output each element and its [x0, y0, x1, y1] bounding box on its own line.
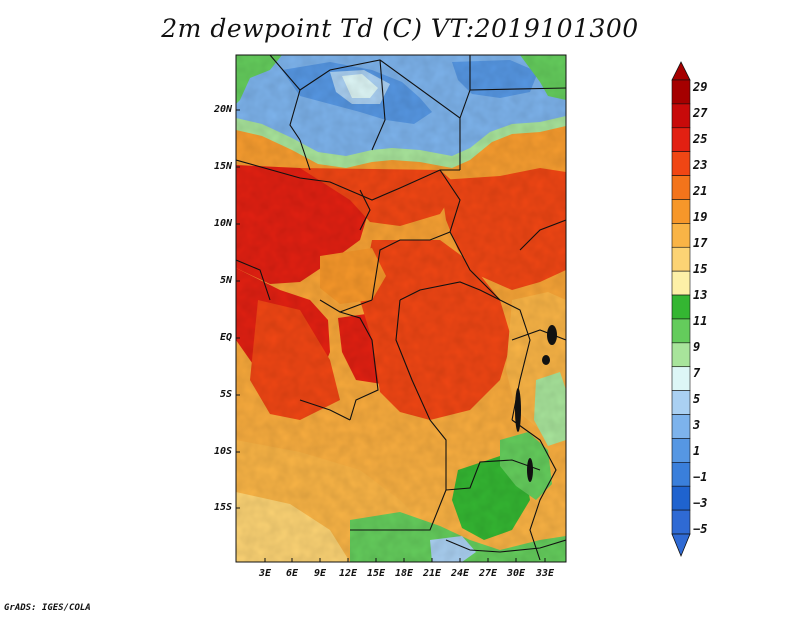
footer-credit: GrADS: IGES/COLA [4, 603, 91, 613]
colorbar-swatch [671, 103, 691, 129]
colorbar-label: 15 [693, 262, 708, 276]
colorbar-swatch [671, 127, 691, 152]
lon-label-27e: 27E [478, 568, 498, 579]
colorbar-swatch [671, 246, 691, 272]
lat-label-15s: 15S [213, 502, 232, 513]
colorbar-label: −1 [693, 470, 708, 484]
colorbar-swatches [671, 79, 691, 535]
lon-label-9e: 9E [313, 568, 327, 579]
colorbar-label: −5 [693, 522, 708, 536]
colorbar-swatch [671, 342, 691, 368]
colorbar-label: 19 [693, 210, 708, 224]
lon-label-30e: 30E [506, 568, 526, 579]
colorbar-label: 7 [693, 366, 701, 380]
lat-label-10s: 10S [213, 446, 232, 457]
lat-label-eq: EQ [219, 332, 232, 343]
lon-label-3e: 3E [258, 568, 272, 579]
colorbar-swatch [671, 462, 691, 487]
lon-label-12e: 12E [338, 568, 358, 579]
lon-label-6e: 6E [285, 568, 299, 579]
colorbar-max-arrow [671, 61, 691, 81]
lakes [515, 325, 557, 482]
colorbar-swatch [671, 151, 691, 176]
colorbar-swatch [671, 223, 691, 248]
colorbar-swatch [671, 509, 691, 535]
field-texture [236, 55, 566, 562]
colorbar-label: 13 [693, 288, 708, 302]
lon-label-24e: 24E [450, 568, 470, 579]
colorbar-label: 29 [693, 80, 708, 94]
lat-label-10n: 10N [213, 218, 232, 229]
colorbar-min-arrow [671, 533, 691, 558]
field-layer [236, 55, 566, 562]
colorbar-swatch [671, 485, 691, 511]
lon-label-15e: 15E [366, 568, 386, 579]
colorbar-swatch [671, 390, 691, 415]
colorbar-swatch [671, 318, 691, 344]
colorbar-swatch [671, 199, 691, 224]
colorbar-label: 1 [693, 444, 701, 458]
lon-label-21e: 21E [422, 568, 442, 579]
colorbar-label: 3 [693, 418, 701, 432]
colorbar-swatch [671, 175, 691, 200]
map-frame [235, 54, 567, 563]
colorbar-swatch [671, 366, 691, 391]
colorbar-swatch [671, 270, 691, 296]
colorbar-swatch [671, 414, 691, 439]
axis-ticks [236, 109, 546, 562]
lat-label-5n: 5N [219, 275, 232, 286]
country-borders [236, 55, 566, 561]
colorbar-swatch [671, 438, 691, 463]
lon-label-33e: 33E [535, 568, 555, 579]
colorbar [671, 61, 691, 558]
colorbar-label: 17 [693, 236, 708, 250]
map-title: 2m dewpoint Td (C) VT:2019101300 [161, 14, 639, 43]
lat-label-15n: 15N [213, 161, 232, 172]
colorbar-label: 11 [693, 314, 708, 328]
colorbar-label: 27 [693, 106, 708, 120]
colorbar-label: 5 [693, 392, 701, 406]
colorbar-label: 9 [693, 340, 701, 354]
colorbar-label: 21 [693, 184, 708, 198]
lat-label-20n: 20N [213, 104, 232, 115]
lat-label-5s: 5S [219, 389, 232, 400]
colorbar-swatch [671, 294, 691, 320]
colorbar-label: −3 [693, 496, 708, 510]
colorbar-label: 25 [693, 132, 708, 146]
colorbar-label: 23 [693, 158, 708, 172]
colorbar-swatch [671, 79, 691, 105]
lon-label-18e: 18E [394, 568, 414, 579]
